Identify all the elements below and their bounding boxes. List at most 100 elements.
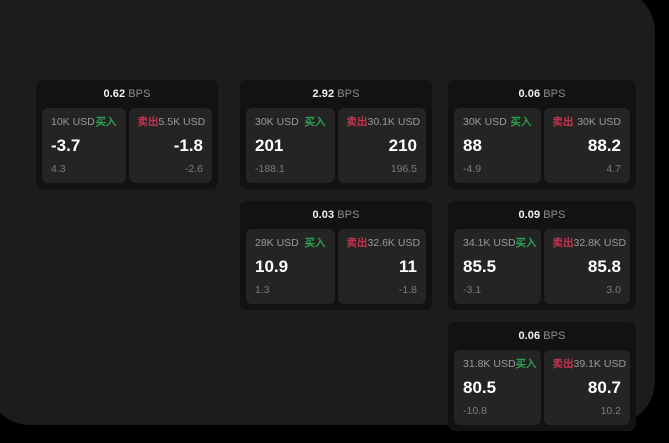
quote-column-2: 2.92 BPS 30K USD 买入 201 -188.1 卖出 30.1K USD 210 1… — [240, 80, 432, 322]
sell-price: 88.2 — [587, 136, 621, 155]
buy-direction-label: 买入 — [510, 116, 532, 128]
bps-unit-label: BPS — [543, 330, 566, 342]
buy-delta: -188.1 — [255, 163, 285, 175]
sell-direction-label: 卖出 — [552, 237, 574, 249]
buy-direction-label: 买入 — [304, 116, 326, 128]
bps-unit-label: BPS — [128, 88, 151, 100]
sell-direction-label: 卖出 — [346, 237, 368, 249]
buy-size-label: 31.8K USD — [463, 358, 516, 370]
sell-panel-top: 卖出 32.8K USD — [552, 237, 627, 250]
buy-panel-top: 30K USD 买入 — [463, 116, 532, 129]
sides-row: 30K USD 买入 201 -188.1 卖出 30.1K USD 210 196.5 — [246, 108, 426, 183]
sell-size-label: 32.6K USD — [367, 237, 421, 249]
quote-card[interactable]: 2.92 BPS 30K USD 买入 201 -188.1 卖出 30.1K USD 210 1… — [240, 80, 432, 189]
sell-panel-top: 卖出 30.1K USD — [346, 116, 421, 129]
bps-unit-label: BPS — [543, 209, 566, 221]
sell-direction-label: 卖出 — [346, 116, 368, 128]
sell-panel[interactable]: 卖出 32.6K USD 11 -1.8 — [337, 229, 426, 304]
sell-price: 11 — [399, 257, 417, 276]
bps-header: 0.06 BPS — [454, 329, 630, 350]
buy-size-label: 10K USD — [51, 116, 95, 128]
sides-row: 10K USD 买入 -3.7 4.3 卖出 5.5K USD -1.8 -2.6 — [42, 108, 212, 183]
buy-price: -3.7 — [51, 136, 81, 155]
sell-price: -1.8 — [173, 136, 203, 155]
sell-size-label: 30.1K USD — [367, 116, 421, 128]
quote-column-3: 0.06 BPS 30K USD 买入 88 -4.9 卖出 30K USD 88.2 4.7 0.… — [448, 80, 636, 443]
sell-price: 85.8 — [587, 257, 621, 276]
buy-price: 201 — [255, 136, 284, 155]
bps-value: 0.06 — [518, 88, 541, 100]
buy-delta: 4.3 — [51, 163, 66, 175]
sell-size-label: 30K USD — [577, 116, 621, 128]
sell-direction-label: 卖出 — [552, 116, 574, 128]
bps-value: 0.06 — [518, 330, 541, 342]
sides-row: 30K USD 买入 88 -4.9 卖出 30K USD 88.2 4.7 — [454, 108, 630, 183]
sell-delta: 10.2 — [600, 405, 621, 417]
sell-panel-top: 卖出 5.5K USD — [137, 116, 206, 129]
buy-panel[interactable]: 10K USD 买入 -3.7 4.3 — [42, 108, 126, 183]
buy-price: 85.5 — [463, 257, 497, 276]
buy-panel[interactable]: 30K USD 买入 88 -4.9 — [454, 108, 541, 183]
sell-panel[interactable]: 卖出 30.1K USD 210 196.5 — [337, 108, 426, 183]
sell-direction-label: 卖出 — [552, 358, 574, 370]
bps-unit-label: BPS — [337, 209, 360, 221]
buy-price: 80.5 — [463, 378, 497, 397]
bps-value: 0.03 — [312, 209, 335, 221]
buy-panel[interactable]: 30K USD 买入 201 -188.1 — [246, 108, 335, 183]
sell-delta: 3.0 — [606, 284, 621, 296]
buy-panel[interactable]: 31.8K USD 买入 80.5 -10.8 — [454, 350, 541, 425]
sell-panel[interactable]: 卖出 39.1K USD 80.7 10.2 — [543, 350, 630, 425]
sell-delta: -2.6 — [184, 163, 203, 175]
buy-panel-top: 34.1K USD 买入 — [463, 237, 537, 250]
buy-delta: -10.8 — [463, 405, 487, 417]
sell-panel-top: 卖出 30K USD — [553, 116, 622, 129]
sell-direction-label: 卖出 — [137, 116, 159, 128]
sell-panel-top: 卖出 39.1K USD — [552, 358, 627, 371]
buy-direction-label: 买入 — [515, 237, 537, 249]
quote-card[interactable]: 0.03 BPS 28K USD 买入 10.9 1.3 卖出 32.6K USD 11 -1.8 — [240, 201, 432, 310]
quote-card[interactable]: 0.06 BPS 31.8K USD 买入 80.5 -10.8 卖出 39.1K USD 80… — [448, 322, 636, 431]
sell-delta: 196.5 — [390, 163, 417, 175]
sell-panel[interactable]: 卖出 32.8K USD 85.8 3.0 — [543, 229, 630, 304]
buy-panel-top: 31.8K USD 买入 — [463, 358, 537, 371]
buy-delta: -4.9 — [463, 163, 482, 175]
buy-panel[interactable]: 28K USD 买入 10.9 1.3 — [246, 229, 335, 304]
sell-size-label: 32.8K USD — [573, 237, 627, 249]
sell-panel-top: 卖出 32.6K USD — [346, 237, 421, 250]
buy-size-label: 30K USD — [255, 116, 299, 128]
bps-header: 0.03 BPS — [246, 208, 426, 229]
quote-card[interactable]: 0.62 BPS 10K USD 买入 -3.7 4.3 卖出 5.5K USD -1.8 -2.… — [36, 80, 218, 189]
buy-delta: -3.1 — [463, 284, 482, 296]
bps-header: 2.92 BPS — [246, 87, 426, 108]
bps-header: 0.06 BPS — [454, 87, 630, 108]
buy-size-label: 28K USD — [255, 237, 299, 249]
bps-value: 2.92 — [312, 88, 335, 100]
bps-header: 0.09 BPS — [454, 208, 630, 229]
quote-card[interactable]: 0.09 BPS 34.1K USD 买入 85.5 -3.1 卖出 32.8K USD 85.… — [448, 201, 636, 310]
sell-delta: 4.7 — [606, 163, 621, 175]
bps-value: 0.09 — [518, 209, 541, 221]
bps-header: 0.62 BPS — [42, 87, 212, 108]
quote-column-1: 0.62 BPS 10K USD 买入 -3.7 4.3 卖出 5.5K USD -1.8 -2.… — [36, 80, 218, 201]
bps-value: 0.62 — [103, 88, 126, 100]
buy-delta: 1.3 — [255, 284, 270, 296]
bps-unit-label: BPS — [543, 88, 566, 100]
sides-row: 34.1K USD 买入 85.5 -3.1 卖出 32.8K USD 85.8 3.0 — [454, 229, 630, 304]
sides-row: 31.8K USD 买入 80.5 -10.8 卖出 39.1K USD 80.7 10.2 — [454, 350, 630, 425]
bps-unit-label: BPS — [337, 88, 360, 100]
buy-price: 10.9 — [255, 257, 289, 276]
buy-panel[interactable]: 34.1K USD 买入 85.5 -3.1 — [454, 229, 541, 304]
sell-size-label: 5.5K USD — [158, 116, 206, 128]
quote-card[interactable]: 0.06 BPS 30K USD 买入 88 -4.9 卖出 30K USD 88.2 4.7 — [448, 80, 636, 189]
sell-size-label: 39.1K USD — [573, 358, 627, 370]
buy-size-label: 34.1K USD — [463, 237, 516, 249]
quote-board: 0.62 BPS 10K USD 买入 -3.7 4.3 卖出 5.5K USD -1.8 -2.… — [36, 80, 636, 431]
sell-panel[interactable]: 卖出 5.5K USD -1.8 -2.6 — [128, 108, 212, 183]
buy-direction-label: 买入 — [515, 358, 537, 370]
buy-panel-top: 28K USD 买入 — [255, 237, 326, 250]
sides-row: 28K USD 买入 10.9 1.3 卖出 32.6K USD 11 -1.8 — [246, 229, 426, 304]
buy-panel-top: 30K USD 买入 — [255, 116, 326, 129]
buy-price: 88 — [463, 136, 482, 155]
sell-price: 210 — [388, 136, 417, 155]
sell-panel[interactable]: 卖出 30K USD 88.2 4.7 — [543, 108, 630, 183]
